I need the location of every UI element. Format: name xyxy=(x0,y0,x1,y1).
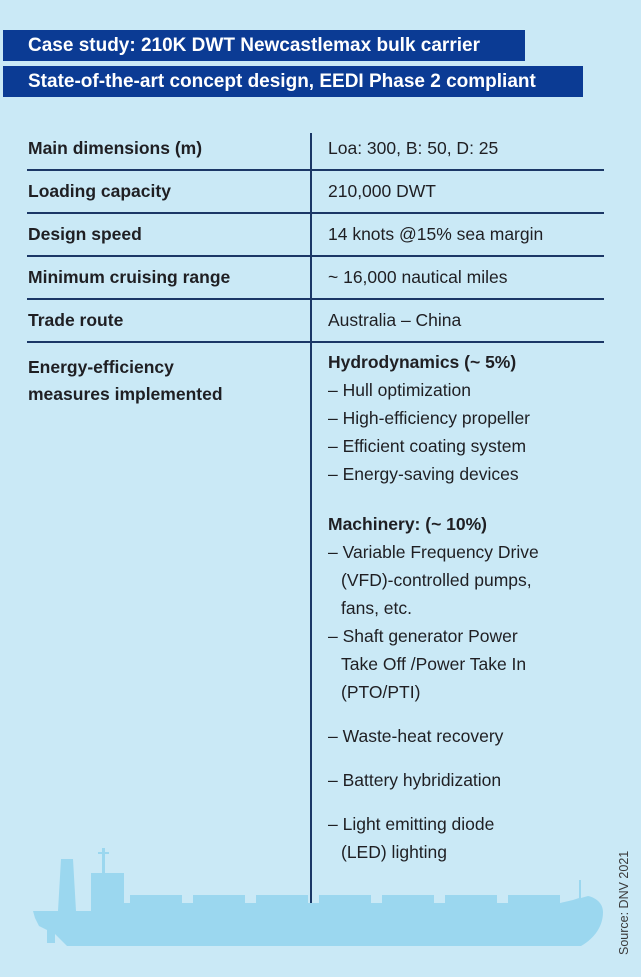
measure-item: – Energy-saving devices xyxy=(328,464,519,484)
subtitle-banner: State-of-the-art concept design, EEDI Ph… xyxy=(3,66,583,97)
measure-item: – High-efficiency propeller xyxy=(328,408,531,428)
spec-row-label: Loading capacity xyxy=(28,181,171,201)
spec-row: Minimum cruising range ~ 16,000 nautical … xyxy=(27,257,604,300)
measure-item: – Efficient coating system xyxy=(328,436,527,456)
ship-silhouette-path xyxy=(33,848,603,946)
spec-row-value: 14 knots @15% sea margin xyxy=(328,224,544,244)
measure-group: Machinery: (~ 10%) – Variable Frequency D… xyxy=(328,510,596,866)
spec-row: Design speed 14 knots @15% sea margin xyxy=(27,214,604,257)
spec-row: Trade route Australia – China xyxy=(27,300,604,343)
measure-item: – Shaft generator Power Take Off /Power … xyxy=(328,626,527,702)
source-attribution: Source: DNV 2021 xyxy=(617,850,631,955)
measure-item: – Variable Frequency Drive (VFD)-control… xyxy=(328,542,539,618)
spec-row-value: 210,000 DWT xyxy=(328,181,436,201)
measure-group: Hydrodynamics (~ 5%) – Hull optimization –… xyxy=(328,348,596,488)
title-banner: Case study: 210K DWT Newcastlemax bulk c… xyxy=(3,30,525,61)
spec-row-value: ~ 16,000 nautical miles xyxy=(328,267,508,287)
spec-row-label: Minimum cruising range xyxy=(28,267,231,287)
measures-list: Hydrodynamics (~ 5%) – Hull optimization –… xyxy=(328,348,596,866)
measure-group-heading: Hydrodynamics (~ 5%) xyxy=(328,352,517,372)
column-divider-line xyxy=(310,133,312,903)
spec-row-label: Main dimensions (m) xyxy=(28,138,203,158)
measure-item: – Light emitting diode (LED) lighting xyxy=(328,814,495,862)
title-banner-text: Case study: 210K DWT Newcastlemax bulk c… xyxy=(28,35,480,56)
measure-item: – Battery hybridization xyxy=(328,770,502,790)
subtitle-banner-text: State-of-the-art concept design, EEDI Ph… xyxy=(28,71,536,92)
spec-row: Main dimensions (m) Loa: 300, B: 50, D: 2… xyxy=(27,128,604,171)
measures-row-label: Energy-efficiency measures implemented xyxy=(28,357,223,404)
measure-group-heading: Machinery: (~ 10%) xyxy=(328,514,488,534)
spec-row-value: Loa: 300, B: 50, D: 25 xyxy=(328,138,499,158)
spec-row-label: Design speed xyxy=(28,224,142,244)
measure-item: – Waste-heat recovery xyxy=(328,726,504,746)
spec-row-label: Trade route xyxy=(28,310,124,330)
measure-item: – Hull optimization xyxy=(328,380,471,400)
bulk-carrier-ship-icon xyxy=(33,848,603,946)
spec-row: Loading capacity 210,000 DWT xyxy=(27,171,604,214)
spec-row-value: Australia – China xyxy=(328,310,462,330)
spec-table: Main dimensions (m) Loa: 300, B: 50, D: 2… xyxy=(27,128,604,343)
